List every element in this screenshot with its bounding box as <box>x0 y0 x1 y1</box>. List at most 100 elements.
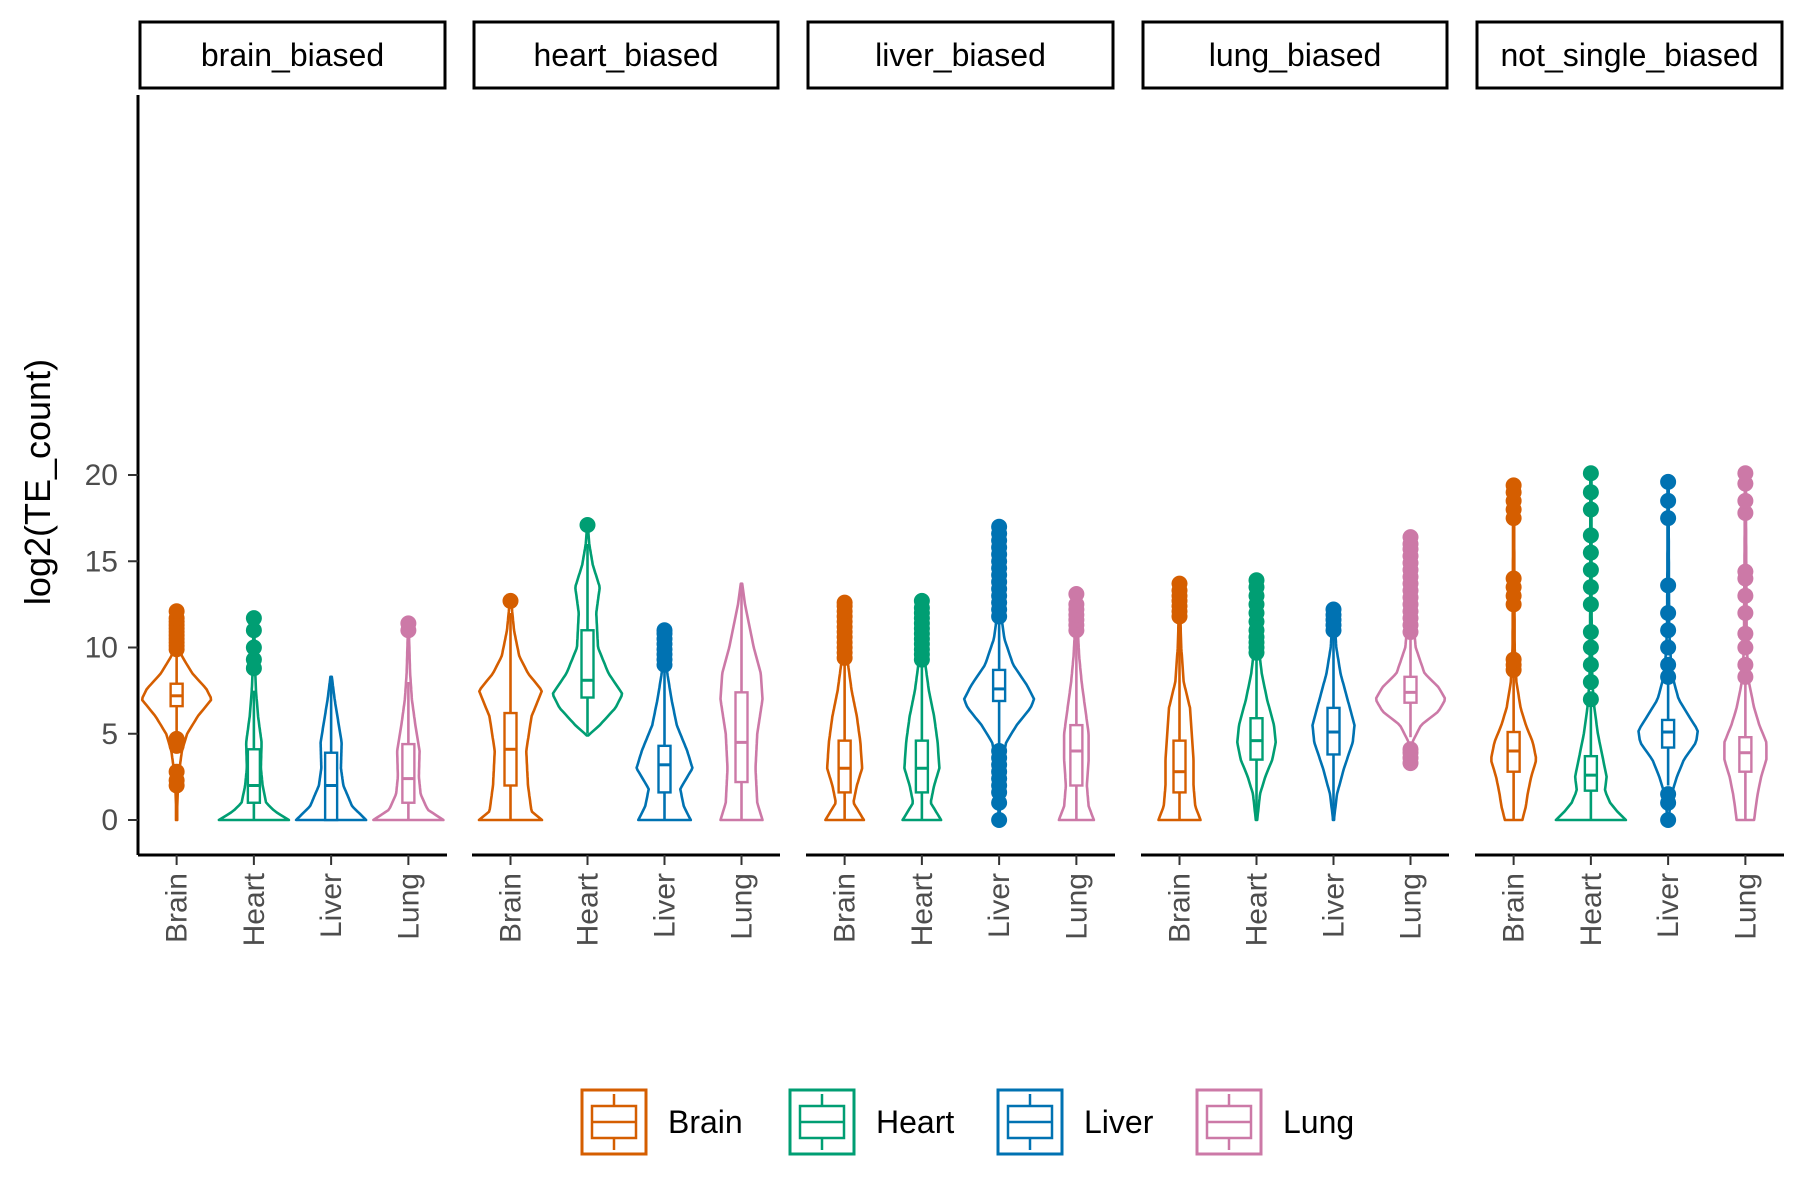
outlier-point <box>1582 544 1599 561</box>
violin-shape <box>294 675 368 822</box>
group-liver: Liver <box>294 675 368 938</box>
group-brain: Brain <box>140 603 213 943</box>
x-tick-label: Brain <box>495 873 528 943</box>
facet-strip-label: lung_biased <box>1209 37 1382 73</box>
outlier-point <box>1660 605 1677 621</box>
outlier-point <box>502 592 519 609</box>
outlier-point <box>245 639 262 656</box>
outlier-point <box>1582 501 1599 518</box>
facet-strip-label: not_single_biased <box>1501 37 1759 73</box>
x-tick-label: Brain <box>1164 873 1197 943</box>
facet-strip-label: brain_biased <box>201 37 384 73</box>
facet-strip-label: liver_biased <box>875 37 1046 73</box>
outlier-point <box>245 610 262 627</box>
outlier-point <box>1660 639 1677 656</box>
outlier-point <box>1402 529 1419 546</box>
group-lung: Lung <box>1057 586 1096 940</box>
outlier-point <box>1737 668 1754 685</box>
group-heart: Heart <box>217 610 291 946</box>
outlier-point <box>1660 656 1677 673</box>
group-heart: Heart <box>551 517 624 946</box>
x-tick-label: Liver <box>649 873 682 938</box>
group-liver: Liver <box>1311 601 1356 938</box>
x-tick-label: Liver <box>1652 873 1685 938</box>
outlier-point <box>913 592 930 609</box>
x-tick-label: Brain <box>829 873 862 943</box>
outlier-point <box>1737 465 1754 482</box>
box <box>1583 754 1599 792</box>
x-tick-label: Heart <box>238 872 271 946</box>
facet-panel-liver_biased: liver_biased Brain Heart Liver Lung <box>806 20 1115 946</box>
outlier-point <box>1582 465 1599 482</box>
legend-item-lung: Lung <box>1195 1088 1354 1156</box>
outlier-point <box>1737 605 1754 621</box>
legend-item-heart: Heart <box>788 1088 954 1156</box>
box <box>1249 717 1264 761</box>
outlier-point <box>1582 527 1599 544</box>
outlier-point <box>1660 622 1677 639</box>
outlier-point <box>1582 596 1599 613</box>
box <box>734 691 749 784</box>
outlier-point <box>1660 510 1677 527</box>
outlier-point <box>1505 570 1522 587</box>
x-tick-label: Brain <box>1498 873 1531 943</box>
box <box>1172 739 1187 794</box>
group-brain: Brain <box>1490 477 1538 943</box>
legend-item-brain: Brain <box>580 1088 743 1156</box>
box <box>1660 718 1676 749</box>
group-heart: Heart <box>901 592 943 946</box>
outlier-point <box>991 743 1008 759</box>
group-heart: Heart <box>1554 465 1628 946</box>
outlier-point <box>1582 623 1599 640</box>
box <box>1738 736 1753 773</box>
outlier-point <box>1582 674 1599 690</box>
group-liver: Liver <box>635 622 694 938</box>
x-tick-label: Lung <box>726 873 759 940</box>
box <box>837 739 852 794</box>
group-liver: Liver <box>1637 473 1699 938</box>
outlier-point <box>1660 786 1677 803</box>
facet-panel-lung_biased: lung_biased Brain Heart Liver Lung <box>1141 20 1449 946</box>
outlier-point <box>656 622 673 639</box>
outlier-point <box>245 651 262 668</box>
group-brain: Brain <box>824 594 866 943</box>
x-tick-label: Liver <box>1318 873 1351 938</box>
facet-strip <box>806 20 1115 90</box>
facet-strip <box>472 20 780 90</box>
legend-label: Lung <box>1283 1104 1354 1140</box>
group-lung: Lung <box>1374 529 1447 940</box>
y-tick-label: 5 <box>101 718 118 751</box>
x-tick-label: Lung <box>1395 873 1428 940</box>
outlier-point <box>1660 473 1677 490</box>
outlier-point <box>1582 639 1599 656</box>
group-lung: Lung <box>1723 465 1768 940</box>
x-tick-label: Heart <box>906 872 939 946</box>
outlier-point <box>991 518 1008 535</box>
outlier-point <box>400 615 417 632</box>
outlier-point <box>1737 639 1754 656</box>
box <box>657 744 672 794</box>
group-liver: Liver <box>962 518 1036 938</box>
x-tick-label: Heart <box>1575 872 1608 946</box>
group-brain: Brain <box>1157 575 1202 943</box>
x-tick-label: Brain <box>161 873 194 943</box>
outlier-point <box>1505 477 1522 494</box>
x-tick-label: Lung <box>392 873 425 940</box>
outlier-point <box>1582 656 1599 673</box>
box <box>246 748 262 804</box>
box <box>401 742 416 804</box>
outlier-point <box>1248 572 1265 589</box>
facet-strip-label: heart_biased <box>533 37 718 73</box>
outlier-point <box>1660 577 1677 594</box>
group-brain: Brain <box>477 592 544 943</box>
outlier-point <box>991 812 1008 828</box>
outlier-point <box>1737 563 1754 580</box>
outlier-point <box>836 594 853 611</box>
x-tick-label: Liver <box>315 873 348 938</box>
outlier-point <box>1737 656 1754 673</box>
outlier-point <box>1660 492 1677 509</box>
facet-strip <box>1475 20 1784 90</box>
facet-panel-not_single_biased: not_single_biased Brain Heart Liver Lung <box>1475 20 1784 946</box>
